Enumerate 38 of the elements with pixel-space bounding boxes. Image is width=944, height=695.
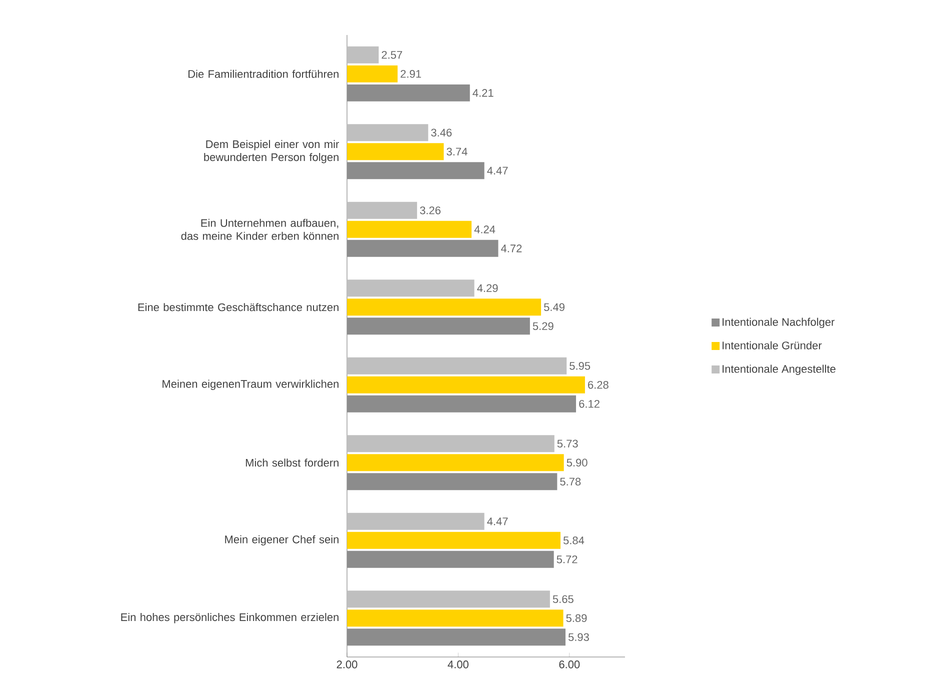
data-label: 4.47	[487, 166, 508, 174]
data-label: 5.78	[560, 478, 581, 486]
x-tick-label: 2.00	[336, 660, 358, 668]
y-tick-label: Eine bestimmte Geschäftschance nutzen	[138, 303, 338, 312]
data-label: 5.65	[552, 595, 574, 604]
data-label: 4.47	[487, 518, 508, 526]
data-label: 5.95	[570, 362, 590, 370]
data-label: 3.74	[446, 148, 468, 156]
data-label: 5.93	[568, 633, 589, 642]
y-tick-label: Die Familientradition fortführen	[188, 70, 338, 78]
data-label: 6.28	[588, 380, 608, 389]
data-label: 5.49	[544, 303, 564, 312]
data-label: 5.72	[556, 555, 578, 564]
legend-label: Intentionale Nachfolger	[722, 318, 835, 328]
x-tick-label: 4.00	[448, 660, 468, 668]
data-label: 6.12	[579, 400, 600, 408]
y-tick-label: Dem Beispiel einer von mir bewunderten Person folgen	[204, 140, 339, 164]
data-label: 5.29	[532, 322, 554, 330]
data-label: 3.46	[431, 128, 452, 137]
data-label: 5.90	[566, 458, 588, 467]
y-tick-label: Ein hohes persönliches Einkommen erzielen	[121, 612, 338, 624]
data-label: 5.73	[557, 440, 578, 448]
data-label: 2.57	[382, 50, 402, 59]
data-label: 5.84	[563, 536, 584, 544]
legend-label: Intentionale Gründer	[722, 341, 822, 350]
y-tick-label: Mein eigener Chef sein	[225, 535, 338, 546]
y-tick-label: Meinen eigenenTraum verwirklichen	[162, 380, 338, 390]
data-label: 4.29	[477, 284, 498, 292]
y-tick-label: Mich selbst fordern	[246, 458, 338, 467]
data-label: 4.72	[501, 244, 522, 252]
data-label: 5.89	[566, 614, 587, 622]
data-label: 4.24	[474, 226, 496, 234]
x-tick-label: 6.00	[559, 660, 580, 668]
data-label: 4.21	[472, 89, 494, 97]
data-label: 2.91	[400, 70, 422, 78]
y-tick-label: Ein Unternehmen aufbauen, das meine Kinder erben können	[181, 218, 338, 240]
legend-label: Intentionale Angestellte	[722, 364, 836, 375]
data-label: 3.26	[420, 206, 441, 214]
